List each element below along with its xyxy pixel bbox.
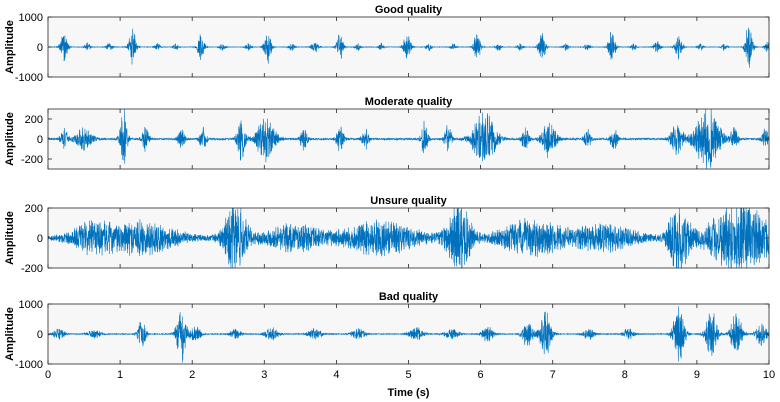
y-tick-label: -200 (21, 263, 43, 275)
signal-trace (47, 207, 770, 269)
panel-good-quality: 1000 0 -1000 Good quality Amplitude (4, 4, 770, 84)
x-tick-label: 5 (405, 369, 411, 381)
x-tick-label: 8 (622, 369, 628, 381)
y-tick-label: 0 (37, 42, 43, 54)
signal-trace (47, 27, 770, 68)
y-axis-label: Amplitude (4, 20, 16, 74)
y-tick-label: -1000 (15, 359, 43, 371)
y-axis-label: Amplitude (4, 112, 16, 166)
axes-box (47, 303, 770, 365)
axes-box (47, 108, 770, 170)
panel-title: Moderate quality (365, 96, 453, 108)
y-tick-label: -1000 (15, 72, 43, 84)
x-tick-label: 0 (45, 369, 51, 381)
panel-title: Bad quality (379, 291, 439, 303)
panel-title: Unsure quality (370, 195, 447, 207)
x-tick-label: 3 (261, 369, 267, 381)
y-ticks: 200 0 -200 (21, 203, 769, 275)
y-tick-label: -200 (21, 154, 43, 166)
x-tick-label: 6 (478, 369, 484, 381)
axes-box (47, 16, 770, 78)
y-tick-label: 0 (37, 134, 43, 146)
axes-box (47, 207, 770, 269)
y-tick-label: 200 (25, 203, 43, 215)
signal-trace (47, 306, 770, 363)
x-tick-label: 2 (189, 369, 195, 381)
signal-trace (47, 108, 770, 170)
x-axis-label: Time (s) (388, 387, 430, 399)
y-ticks: 1000 0 -1000 (15, 299, 769, 371)
y-tick-label: 1000 (19, 299, 43, 311)
x-tick-label: 4 (333, 369, 339, 381)
x-tick-label: 10 (763, 369, 775, 381)
y-tick-label: 200 (25, 114, 43, 126)
y-ticks: 200 0 -200 (21, 114, 769, 166)
x-tick-label: 7 (550, 369, 556, 381)
panel-unsure-quality: 200 0 -200 Unsure quality Amplitude (4, 195, 770, 275)
x-tick-label: 9 (694, 369, 700, 381)
x-tick-label: 1 (117, 369, 123, 381)
y-tick-label: 1000 (19, 12, 43, 24)
y-tick-label: 0 (37, 233, 43, 245)
y-axis-label: Amplitude (4, 307, 16, 361)
y-tick-label: 0 (37, 329, 43, 341)
panel-moderate-quality: 200 0 -200 Moderate quality Amplitude (4, 96, 770, 170)
x-ticks: 0 1 2 3 4 5 6 7 8 9 10 (45, 304, 775, 381)
panel-title: Good quality (375, 4, 443, 16)
y-axis-label: Amplitude (4, 211, 16, 265)
